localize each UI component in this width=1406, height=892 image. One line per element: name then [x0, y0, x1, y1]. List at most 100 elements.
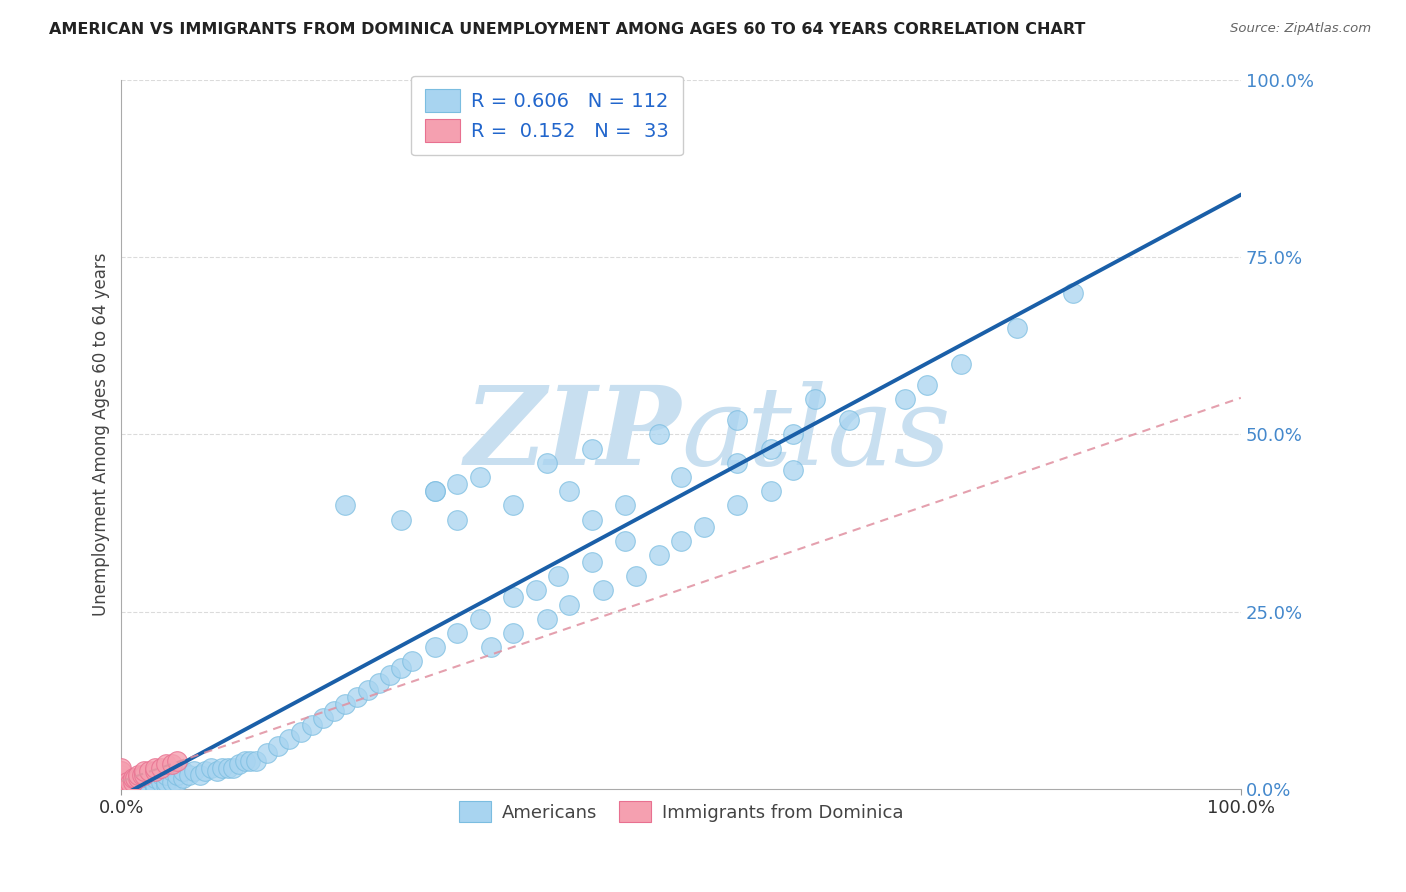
- Point: [725, 499, 748, 513]
- Point: [524, 583, 547, 598]
- Point: [124, 778, 146, 792]
- Point: [121, 778, 143, 792]
- Point: [468, 470, 491, 484]
- Point: [121, 771, 143, 785]
- Point: [211, 761, 233, 775]
- Point: [138, 764, 160, 779]
- Point: [378, 668, 401, 682]
- Point: [648, 548, 671, 562]
- Point: [838, 413, 860, 427]
- Point: [110, 778, 132, 792]
- Point: [558, 598, 581, 612]
- Point: [648, 427, 671, 442]
- Point: [217, 761, 239, 775]
- Point: [110, 781, 132, 796]
- Point: [121, 781, 143, 796]
- Point: [110, 774, 132, 789]
- Point: [423, 484, 446, 499]
- Point: [110, 776, 132, 790]
- Point: [149, 761, 172, 775]
- Point: [160, 774, 183, 789]
- Text: ZIP: ZIP: [464, 381, 681, 488]
- Point: [205, 764, 228, 779]
- Point: [110, 773, 132, 788]
- Point: [949, 357, 972, 371]
- Point: [143, 764, 166, 779]
- Point: [256, 747, 278, 761]
- Point: [592, 583, 614, 598]
- Point: [121, 771, 143, 785]
- Point: [121, 774, 143, 789]
- Point: [446, 512, 468, 526]
- Point: [143, 778, 166, 792]
- Point: [110, 781, 132, 796]
- Point: [312, 711, 335, 725]
- Point: [155, 774, 177, 789]
- Point: [127, 768, 149, 782]
- Point: [155, 768, 177, 782]
- Point: [131, 776, 153, 790]
- Point: [468, 612, 491, 626]
- Point: [110, 781, 132, 796]
- Point: [132, 781, 155, 796]
- Point: [177, 768, 200, 782]
- Point: [502, 626, 524, 640]
- Point: [132, 774, 155, 789]
- Point: [278, 732, 301, 747]
- Point: [127, 781, 149, 796]
- Point: [120, 781, 142, 796]
- Point: [166, 768, 188, 782]
- Point: [423, 484, 446, 499]
- Point: [290, 725, 312, 739]
- Text: Source: ZipAtlas.com: Source: ZipAtlas.com: [1230, 22, 1371, 36]
- Point: [782, 463, 804, 477]
- Point: [389, 661, 412, 675]
- Point: [502, 591, 524, 605]
- Point: [894, 392, 917, 406]
- Point: [120, 776, 142, 790]
- Point: [536, 612, 558, 626]
- Point: [121, 774, 143, 789]
- Point: [110, 774, 132, 789]
- Point: [446, 626, 468, 640]
- Point: [346, 690, 368, 704]
- Point: [547, 569, 569, 583]
- Point: [124, 771, 146, 785]
- Point: [367, 675, 389, 690]
- Point: [143, 781, 166, 796]
- Point: [127, 774, 149, 789]
- Point: [143, 771, 166, 785]
- Point: [160, 757, 183, 772]
- Point: [166, 774, 188, 789]
- Point: [115, 781, 138, 796]
- Point: [183, 764, 205, 779]
- Point: [155, 778, 177, 792]
- Point: [172, 764, 194, 779]
- Point: [389, 512, 412, 526]
- Point: [155, 757, 177, 772]
- Point: [110, 781, 132, 796]
- Point: [917, 377, 939, 392]
- Point: [149, 774, 172, 789]
- Point: [160, 764, 183, 779]
- Point: [110, 764, 132, 779]
- Point: [626, 569, 648, 583]
- Point: [614, 499, 637, 513]
- Point: [127, 771, 149, 785]
- Point: [222, 761, 245, 775]
- Point: [479, 640, 502, 654]
- Point: [110, 776, 132, 790]
- Point: [110, 778, 132, 792]
- Point: [110, 781, 132, 796]
- Point: [759, 442, 782, 456]
- Point: [581, 555, 603, 569]
- Point: [692, 519, 714, 533]
- Point: [725, 456, 748, 470]
- Point: [110, 764, 132, 779]
- Point: [759, 484, 782, 499]
- Point: [335, 499, 357, 513]
- Point: [245, 754, 267, 768]
- Point: [558, 484, 581, 499]
- Point: [110, 778, 132, 792]
- Point: [132, 768, 155, 782]
